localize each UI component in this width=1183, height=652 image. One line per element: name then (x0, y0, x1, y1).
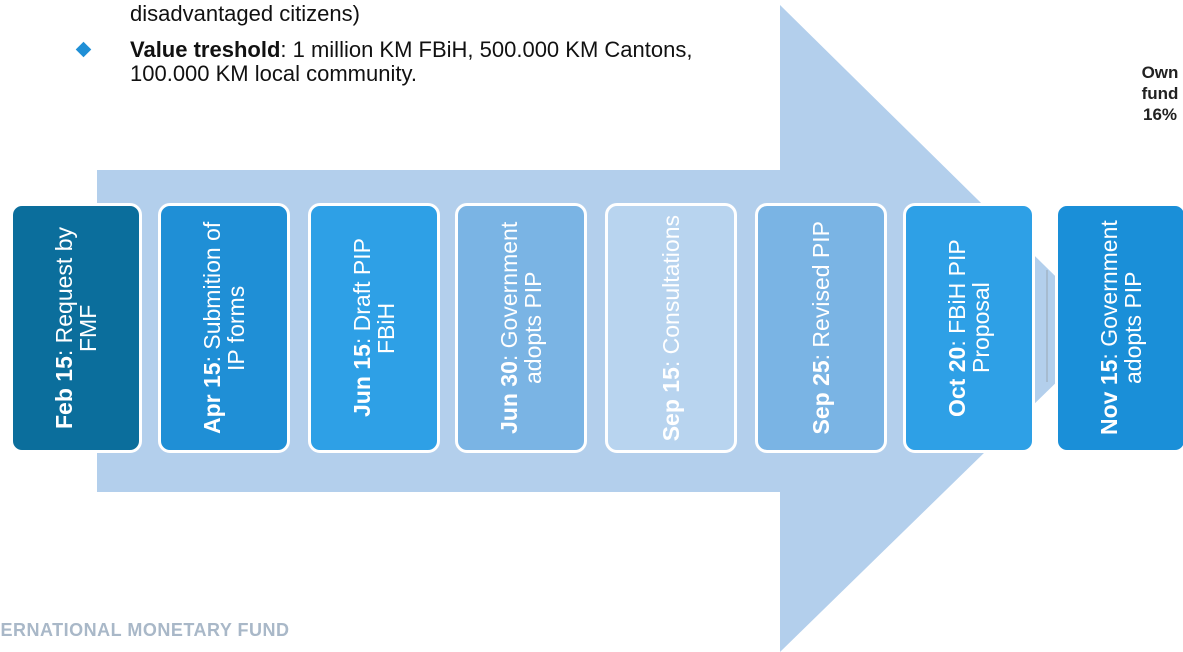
step-date: Oct 20 (944, 346, 970, 417)
side-line: 16% (1142, 105, 1178, 124)
bullet-text: disadvantaged citizens) (130, 1, 360, 26)
step-text: Feb 15: Request by FMF (51, 213, 101, 443)
step-desc: : Revised PIP (808, 221, 834, 361)
step-box: Feb 15: Request by FMF (10, 203, 142, 453)
step-desc: : Draft PIP FBiH (349, 238, 399, 354)
step-box: Nov 15: Government adopts PIP (1055, 203, 1183, 453)
bullet-bold: Value treshold (130, 37, 281, 62)
step-text: Jun 15: Draft PIP FBiH (349, 213, 399, 443)
step-box: Jun 15: Draft PIP FBiH (308, 203, 440, 453)
step-desc: : Consultations (658, 214, 684, 367)
step-date: Sep 15 (658, 366, 684, 442)
step-text: Jun 30: Government adopts PIP (496, 213, 546, 443)
step-desc: : Government adopts PIP (1096, 220, 1146, 385)
step-text: Apr 15: Submition of IP forms (199, 213, 249, 443)
step-date: Feb 15 (51, 356, 77, 430)
step-desc: : Submition of IP forms (199, 221, 249, 371)
bullet-rest: : 1 million KM FBiH, 500.000 KM Cantons,… (130, 37, 693, 86)
step-box: Apr 15: Submition of IP forms (158, 203, 290, 453)
arrow-shape (97, 5, 1110, 652)
step-desc: : Request by FMF (51, 227, 101, 357)
side-line: fund (1141, 84, 1179, 103)
side-label: Own fund 16% (1125, 62, 1183, 125)
footer: INTERNATIONAL MONETARY FUND (0, 620, 290, 640)
step-desc: : Government adopts PIP (496, 221, 546, 385)
step-text: Sep 25: Revised PIP (808, 221, 834, 435)
step-date: Apr 15 (199, 362, 225, 435)
step-date: Jun 30 (496, 361, 522, 435)
step-date: Sep 25 (808, 360, 834, 435)
step-text: Sep 15: Consultations (658, 214, 684, 442)
bullet-text: Value treshold: 1 million KM FBiH, 500.0… (130, 38, 730, 86)
step-text: Oct 20: FBiH PIP Proposal (944, 213, 994, 443)
side-line: Own (1141, 63, 1179, 82)
step-text: Nov 15: Government adopts PIP (1096, 213, 1146, 443)
step-box: Sep 15: Consultations (605, 203, 737, 453)
step-box: Sep 25: Revised PIP (755, 203, 887, 453)
step-box: Jun 30: Government adopts PIP (455, 203, 587, 453)
step-box: Oct 20: FBiH PIP Proposal (903, 203, 1035, 453)
step-date: Jun 15 (349, 344, 375, 418)
step-date: Nov 15 (1096, 359, 1122, 436)
